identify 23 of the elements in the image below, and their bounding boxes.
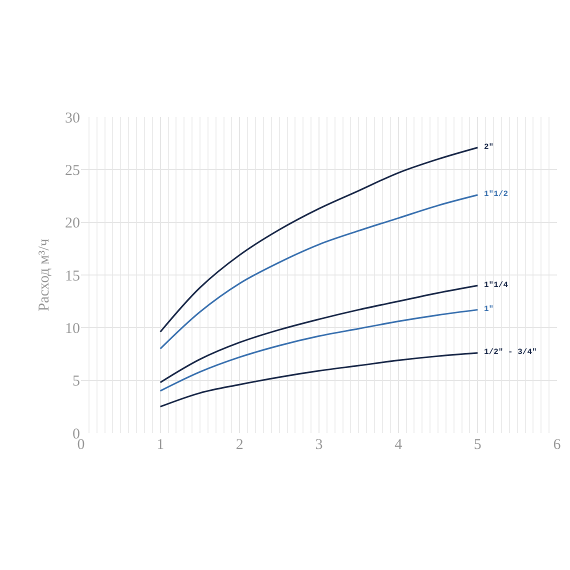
x-tick-label: 3 — [315, 437, 323, 453]
y-tick-label: 15 — [65, 268, 80, 284]
x-tick-label: 6 — [553, 437, 562, 453]
x-tick-label: 5 — [474, 437, 482, 453]
series-label: 2" — [484, 143, 494, 152]
line-series — [160, 352, 478, 408]
line-series — [160, 308, 478, 392]
y-tick-label: 30 — [65, 110, 80, 126]
line-series — [160, 194, 478, 350]
y-tick-label: 10 — [65, 320, 80, 337]
x-tick-label: 4 — [394, 437, 403, 453]
series-label: 1/2" - 3/4" — [484, 348, 537, 357]
y-tick-label: 25 — [65, 162, 80, 179]
y-tick-label: 20 — [65, 216, 80, 232]
x-tick-label: 1 — [156, 437, 164, 453]
line-series — [160, 146, 478, 333]
series-label: 1"1/2 — [484, 190, 508, 199]
y-axis-title: Расход м³/ч — [36, 238, 52, 312]
y-tick-label: 5 — [72, 374, 80, 390]
line-series — [160, 284, 478, 384]
x-tick-label: 2 — [236, 437, 244, 453]
series-label: 1" — [484, 305, 494, 314]
series-label: 1"1/4 — [484, 281, 508, 290]
